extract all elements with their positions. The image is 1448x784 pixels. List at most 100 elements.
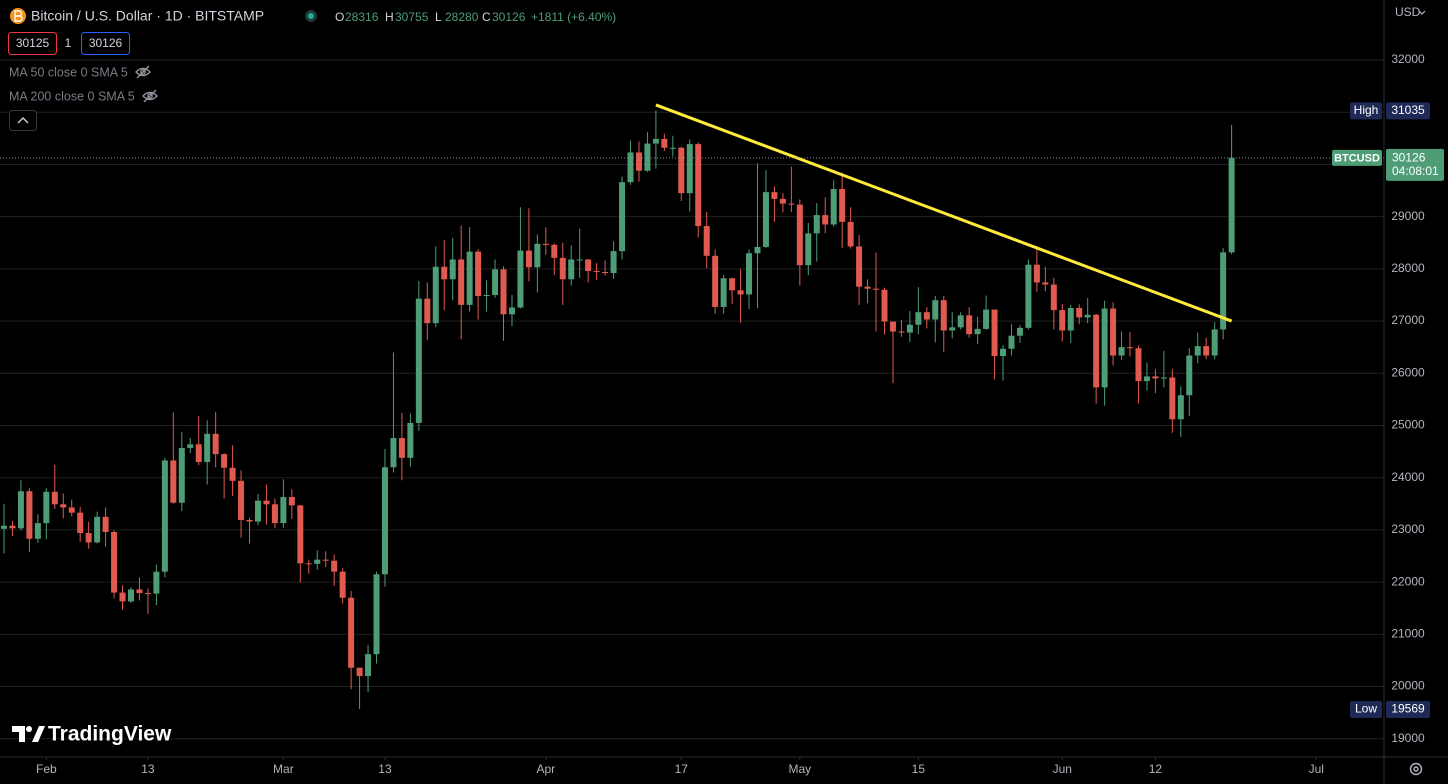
ohlc-value: 30126 (492, 10, 526, 24)
candle-body (475, 251, 482, 297)
candle-body (356, 667, 363, 677)
candle-body (779, 198, 786, 204)
candle-body (839, 188, 846, 222)
candle-body (847, 221, 854, 247)
candle-body (796, 204, 803, 266)
candle-body (221, 454, 228, 468)
high-value-box (1386, 102, 1430, 120)
candle-body (661, 138, 668, 148)
candle-body (525, 250, 532, 268)
candle-body (1152, 376, 1159, 379)
x-tick-label: 13 (141, 762, 155, 776)
candle-body (957, 315, 964, 328)
currency[interactable]: USD (1395, 5, 1421, 19)
bid-box[interactable] (8, 32, 57, 55)
brand-logo (12, 726, 45, 742)
candle-body (906, 324, 913, 333)
candle-body (1127, 347, 1134, 349)
candle-body (305, 563, 312, 565)
candle-body (466, 251, 473, 305)
high-value: 31035 (1391, 103, 1425, 117)
candle-body (365, 654, 372, 677)
candle-body (686, 144, 693, 194)
candle-body (923, 312, 930, 320)
candle-body (576, 259, 583, 261)
low-label: Low (1355, 702, 1377, 716)
brand: TradingView (48, 723, 172, 746)
ohlc-legend: O 28316 H 30755 L 28280 C 30126 (335, 10, 526, 24)
ask-box[interactable] (81, 32, 130, 55)
y-tick-label: 20000 (1391, 679, 1425, 693)
hide-icon[interactable] (142, 89, 158, 103)
candle-body (1228, 157, 1235, 253)
indicator: MA 200 close 0 SMA 5 (9, 89, 135, 103)
candle-body (508, 307, 515, 315)
x-tick-label: Feb (36, 762, 57, 776)
candle-body (932, 300, 939, 320)
candle-body (331, 560, 338, 572)
candle-body (534, 243, 541, 268)
candle-body (246, 519, 253, 522)
status-dot (308, 13, 314, 19)
candle-body (339, 571, 346, 598)
candle-body (856, 246, 863, 287)
candle-body (212, 433, 219, 455)
settings-icon[interactable] (1409, 762, 1423, 776)
x-tick-label: May (788, 762, 811, 776)
candle-body (1203, 346, 1210, 356)
candle-body (322, 559, 329, 561)
candle-body (161, 460, 168, 572)
y-tick-label: 26000 (1391, 365, 1425, 379)
collapse-button[interactable] (9, 110, 37, 131)
candle-body (898, 331, 905, 333)
candle-body (1067, 308, 1074, 331)
candle-body (492, 269, 499, 295)
candle-body (111, 531, 118, 593)
candle-body (813, 215, 820, 234)
candle-body (1101, 308, 1108, 388)
ohlc-key: L (435, 10, 442, 24)
candle-body (254, 500, 261, 522)
low-label-box (1350, 701, 1382, 719)
candle-body (974, 328, 981, 335)
candle-body (17, 491, 24, 529)
candle-body (983, 309, 990, 329)
hide-icon[interactable] (135, 65, 151, 79)
candle-body (1220, 252, 1227, 330)
candle-body (1008, 335, 1015, 349)
candle-body (170, 460, 177, 503)
candle-body (627, 152, 634, 183)
y-tick-label: 22000 (1391, 574, 1425, 588)
candle-body (1110, 308, 1117, 356)
candle-body (500, 269, 507, 315)
candle-body (34, 523, 41, 539)
candle-body (610, 251, 617, 274)
candle-body (1135, 348, 1142, 382)
candle-body (68, 507, 75, 513)
x-tick-label: 17 (675, 762, 689, 776)
candle-body (51, 491, 58, 505)
candle-body (458, 259, 465, 305)
candle-body (695, 144, 702, 227)
candle-body (229, 467, 236, 481)
ohlc-key: H (385, 10, 394, 24)
candle-body (754, 246, 761, 254)
change: +1811 (+6.40%) (531, 10, 616, 24)
countdown: 04:08:01 (1392, 164, 1439, 178)
bid: 30125 (16, 36, 50, 50)
candle-body (1169, 377, 1176, 420)
candle-body (127, 589, 134, 602)
candle-body (441, 266, 448, 280)
ohlc-value: 30755 (395, 10, 429, 24)
low-value: 19569 (1391, 702, 1425, 716)
x-tick-label: Apr (536, 762, 555, 776)
candle-body (1211, 329, 1218, 356)
ask: 30126 (89, 36, 123, 50)
candle-body (881, 289, 888, 322)
candle-body (602, 271, 609, 274)
candle-body (805, 233, 812, 266)
candle-body (585, 259, 592, 271)
candle-body (1143, 376, 1150, 382)
candle-body (1016, 327, 1023, 336)
